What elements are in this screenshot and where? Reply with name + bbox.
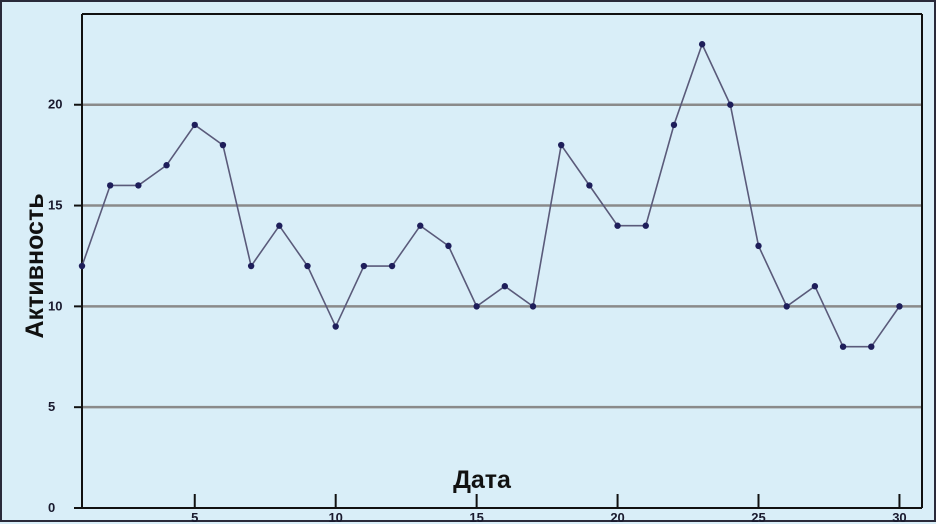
- data-point-26: [783, 303, 790, 310]
- data-point-8: [276, 222, 283, 229]
- data-point-23: [698, 41, 706, 48]
- x-axis-title: Дата: [453, 466, 512, 494]
- y-ticks: 0 5 10 15 20: [48, 97, 82, 515]
- axes: [81, 13, 923, 509]
- data-point-25: [755, 242, 762, 250]
- xtick-label-20: 20: [610, 510, 624, 524]
- data-point-12: [388, 262, 396, 270]
- ytick-label-5: 5: [48, 399, 55, 414]
- data-point-15: [473, 303, 480, 310]
- data-point-4: [163, 162, 170, 169]
- xtick-label-25: 25: [751, 510, 765, 524]
- xtick-label-5: 5: [191, 510, 198, 524]
- xtick-label-10: 10: [328, 510, 342, 524]
- data-point-30: [896, 303, 903, 310]
- gridlines: [82, 103, 922, 409]
- ytick-label-15: 15: [48, 198, 62, 213]
- data-point-20: [614, 222, 621, 229]
- data-point-10: [332, 323, 339, 330]
- data-point-27: [811, 283, 819, 290]
- data-point-13: [417, 222, 424, 229]
- series-activity: [78, 41, 903, 350]
- x-ticks: 5 10 15 20 25 30: [191, 494, 907, 524]
- ytick-label-0: 0: [48, 500, 55, 515]
- data-point-17: [529, 303, 537, 310]
- data-point-6: [219, 141, 227, 149]
- data-point-7: [247, 262, 255, 270]
- data-point-2: [106, 182, 114, 189]
- data-point-1: [78, 262, 86, 270]
- data-point-5: [191, 121, 198, 129]
- xtick-label-15: 15: [469, 510, 483, 524]
- data-point-18: [557, 141, 565, 149]
- ytick-label-20: 20: [48, 97, 62, 112]
- data-point-9: [304, 262, 311, 270]
- y-axis-title: Активность: [21, 193, 49, 338]
- data-point-29: [868, 343, 875, 350]
- data-point-19: [586, 182, 593, 189]
- data-point-16: [501, 283, 509, 290]
- data-point-3: [135, 182, 142, 189]
- data-point-22: [670, 121, 678, 129]
- data-point-11: [360, 262, 368, 270]
- data-point-14: [445, 242, 452, 250]
- xtick-label-30: 30: [892, 510, 906, 524]
- data-point-28: [839, 343, 847, 350]
- series-line: [81, 42, 901, 348]
- data-point-24: [727, 101, 734, 108]
- data-point-21: [642, 222, 649, 229]
- ytick-label-10: 10: [48, 298, 62, 313]
